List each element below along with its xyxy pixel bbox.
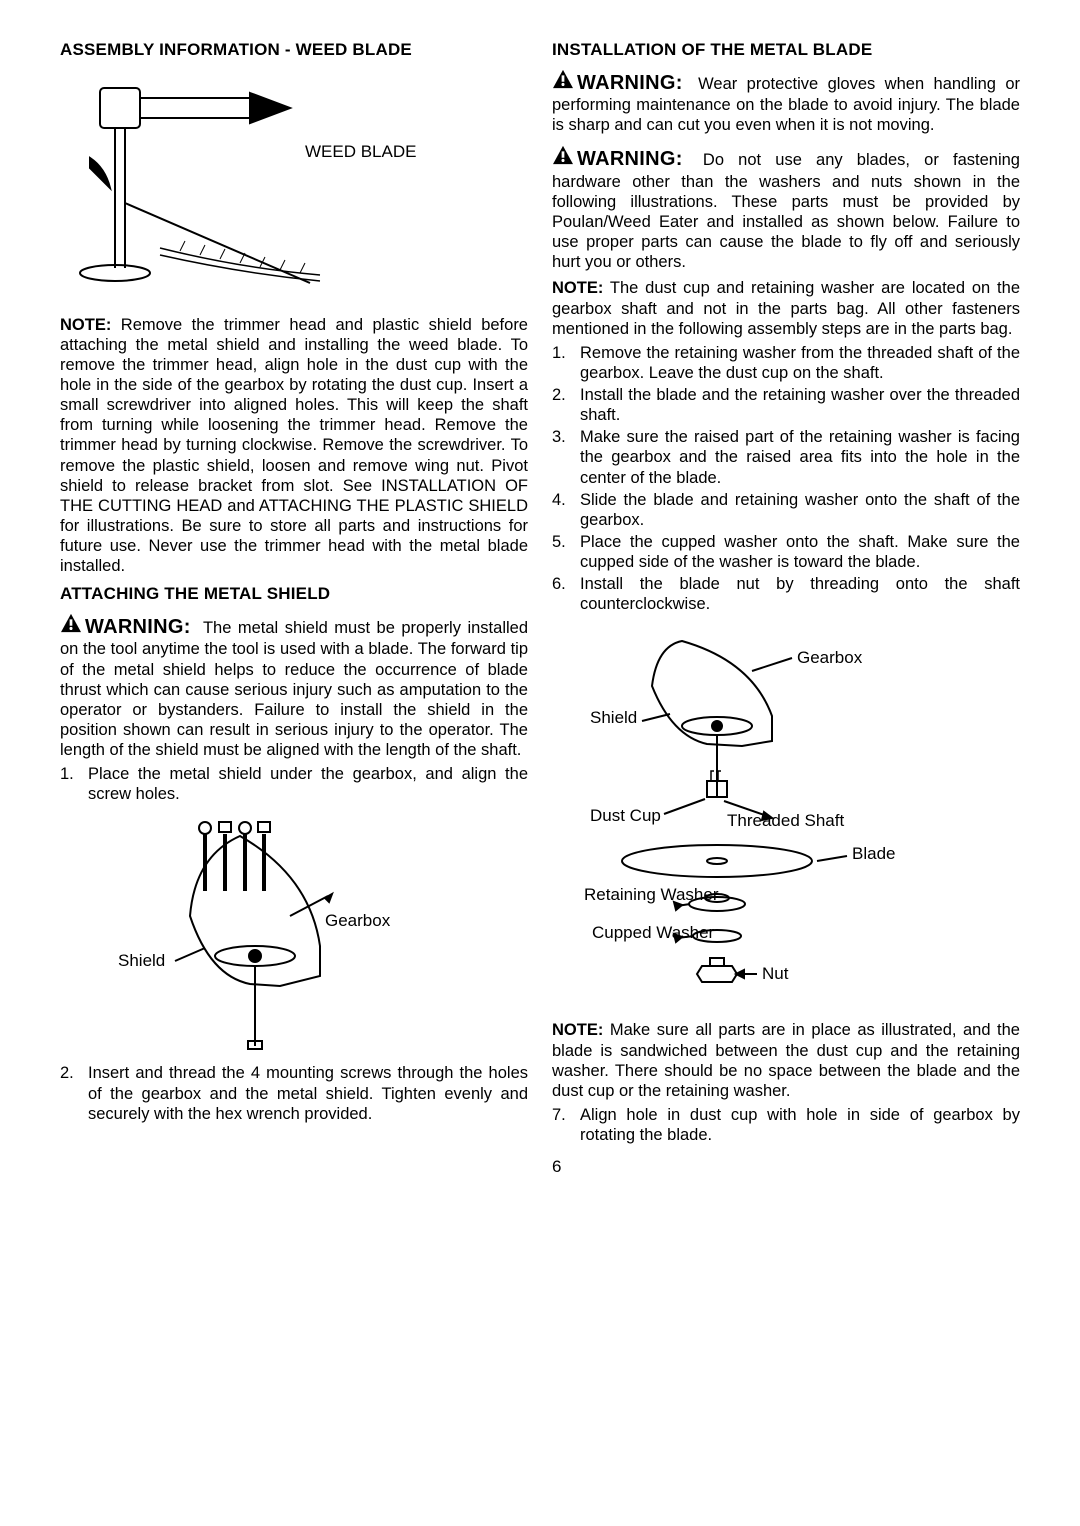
heading-attaching-shield: ATTACHING THE METAL SHIELD	[60, 584, 528, 605]
shield-steps-2: 2. Insert and thread the 4 mounting scre…	[60, 1063, 528, 1123]
step-text: Place the metal shield under the gearbox…	[88, 764, 528, 804]
step-number: 3.	[552, 427, 580, 487]
shield-gearbox-illustration	[60, 816, 528, 1051]
warning-label: WARNING:	[577, 148, 683, 170]
note-dustcup: NOTE: The dust cup and retaining washer …	[552, 278, 1020, 338]
step-number: 2.	[552, 385, 580, 425]
step-number: 5.	[552, 532, 580, 572]
list-item: 7.Align hole in dust cup with hole in si…	[552, 1105, 1020, 1145]
list-item: 2. Insert and thread the 4 mounting scre…	[60, 1063, 528, 1123]
warning-icon	[552, 69, 574, 89]
fig-label-shield: Shield	[590, 708, 637, 729]
warning-shield: WARNING: The metal shield must be proper…	[60, 613, 528, 760]
step-text: Remove the retaining washer from the thr…	[580, 343, 1020, 383]
figure-shield-gearbox: Shield Gearbox	[60, 816, 528, 1051]
fig-label-dustcup: Dust Cup	[590, 806, 661, 827]
note-text: Remove the trimmer head and plastic shie…	[60, 316, 528, 576]
fig-label-gearbox: Gearbox	[797, 648, 862, 669]
list-item: 6.Install the blade nut by threading ont…	[552, 574, 1020, 614]
page: ASSEMBLY INFORMATION - WEED BLADE	[60, 40, 1020, 1178]
warning-label: WARNING:	[85, 616, 191, 638]
install-steps: 1.Remove the retaining washer from the t…	[552, 343, 1020, 615]
step-number: 1.	[60, 764, 88, 804]
fig-label-retaining: Retaining Washer	[584, 886, 719, 904]
warning-blades: WARNING: Do not use any blades, or faste…	[552, 145, 1020, 272]
page-number: 6	[552, 1157, 1020, 1178]
step-text: Install the blade nut by threading onto …	[580, 574, 1020, 614]
note-text: The dust cup and retaining washer are lo…	[552, 279, 1020, 337]
warning-text: The metal shield must be properly instal…	[60, 619, 528, 759]
warning-gloves: WARNING: Wear protective gloves when han…	[552, 69, 1020, 136]
list-item: 1. Place the metal shield under the gear…	[60, 764, 528, 804]
step-text: Align hole in dust cup with hole in side…	[580, 1105, 1020, 1145]
note-label: NOTE:	[60, 316, 111, 334]
warning-icon	[552, 145, 574, 165]
fig-label-cupped: Cupped Washer	[592, 924, 714, 942]
figure-weed-blade: WEED BLADE	[60, 73, 528, 303]
list-item: 2.Install the blade and the retaining wa…	[552, 385, 1020, 425]
fig-label-shield: Shield	[118, 951, 165, 972]
list-item: 3.Make sure the raised part of the retai…	[552, 427, 1020, 487]
note-remove-head: NOTE: Remove the trimmer head and plasti…	[60, 315, 528, 577]
heading-assembly: ASSEMBLY INFORMATION - WEED BLADE	[60, 40, 528, 61]
note-text: Make sure all parts are in place as illu…	[552, 1021, 1020, 1099]
step-number: 7.	[552, 1105, 580, 1145]
fig-label-gearbox: Gearbox	[325, 911, 390, 932]
note-label: NOTE:	[552, 279, 603, 297]
step-number: 1.	[552, 343, 580, 383]
weed-blade-illustration	[60, 73, 528, 303]
right-column: INSTALLATION OF THE METAL BLADE WARNING:…	[552, 40, 1020, 1178]
warning-icon	[60, 613, 82, 633]
note-parts-place: NOTE: Make sure all parts are in place a…	[552, 1020, 1020, 1101]
left-column: ASSEMBLY INFORMATION - WEED BLADE	[60, 40, 528, 1178]
step-number: 6.	[552, 574, 580, 614]
step-number: 2.	[60, 1063, 88, 1123]
list-item: 4.Slide the blade and retaining washer o…	[552, 490, 1020, 530]
install-steps-2: 7.Align hole in dust cup with hole in si…	[552, 1105, 1020, 1145]
step-text: Insert and thread the 4 mounting screws …	[88, 1063, 528, 1123]
fig-label-threaded: Threaded Shaft	[727, 811, 844, 832]
warning-label: WARNING:	[577, 72, 683, 94]
step-text: Install the blade and the retaining wash…	[580, 385, 1020, 425]
step-number: 4.	[552, 490, 580, 530]
step-text: Make sure the raised part of the retaini…	[580, 427, 1020, 487]
list-item: 5.Place the cupped washer onto the shaft…	[552, 532, 1020, 572]
fig-label-blade: Blade	[852, 844, 895, 865]
step-text: Place the cupped washer onto the shaft. …	[580, 532, 1020, 572]
fig-label-weed-blade: WEED BLADE	[305, 143, 416, 161]
list-item: 1.Remove the retaining washer from the t…	[552, 343, 1020, 383]
fig-label-nut: Nut	[762, 964, 788, 985]
heading-installation: INSTALLATION OF THE METAL BLADE	[552, 40, 1020, 61]
figure-exploded-view: Gearbox Shield Dust Cup Threaded Shaft B…	[552, 626, 1020, 1006]
shield-steps: 1. Place the metal shield under the gear…	[60, 764, 528, 804]
note-label: NOTE:	[552, 1021, 603, 1039]
step-text: Slide the blade and retaining washer ont…	[580, 490, 1020, 530]
